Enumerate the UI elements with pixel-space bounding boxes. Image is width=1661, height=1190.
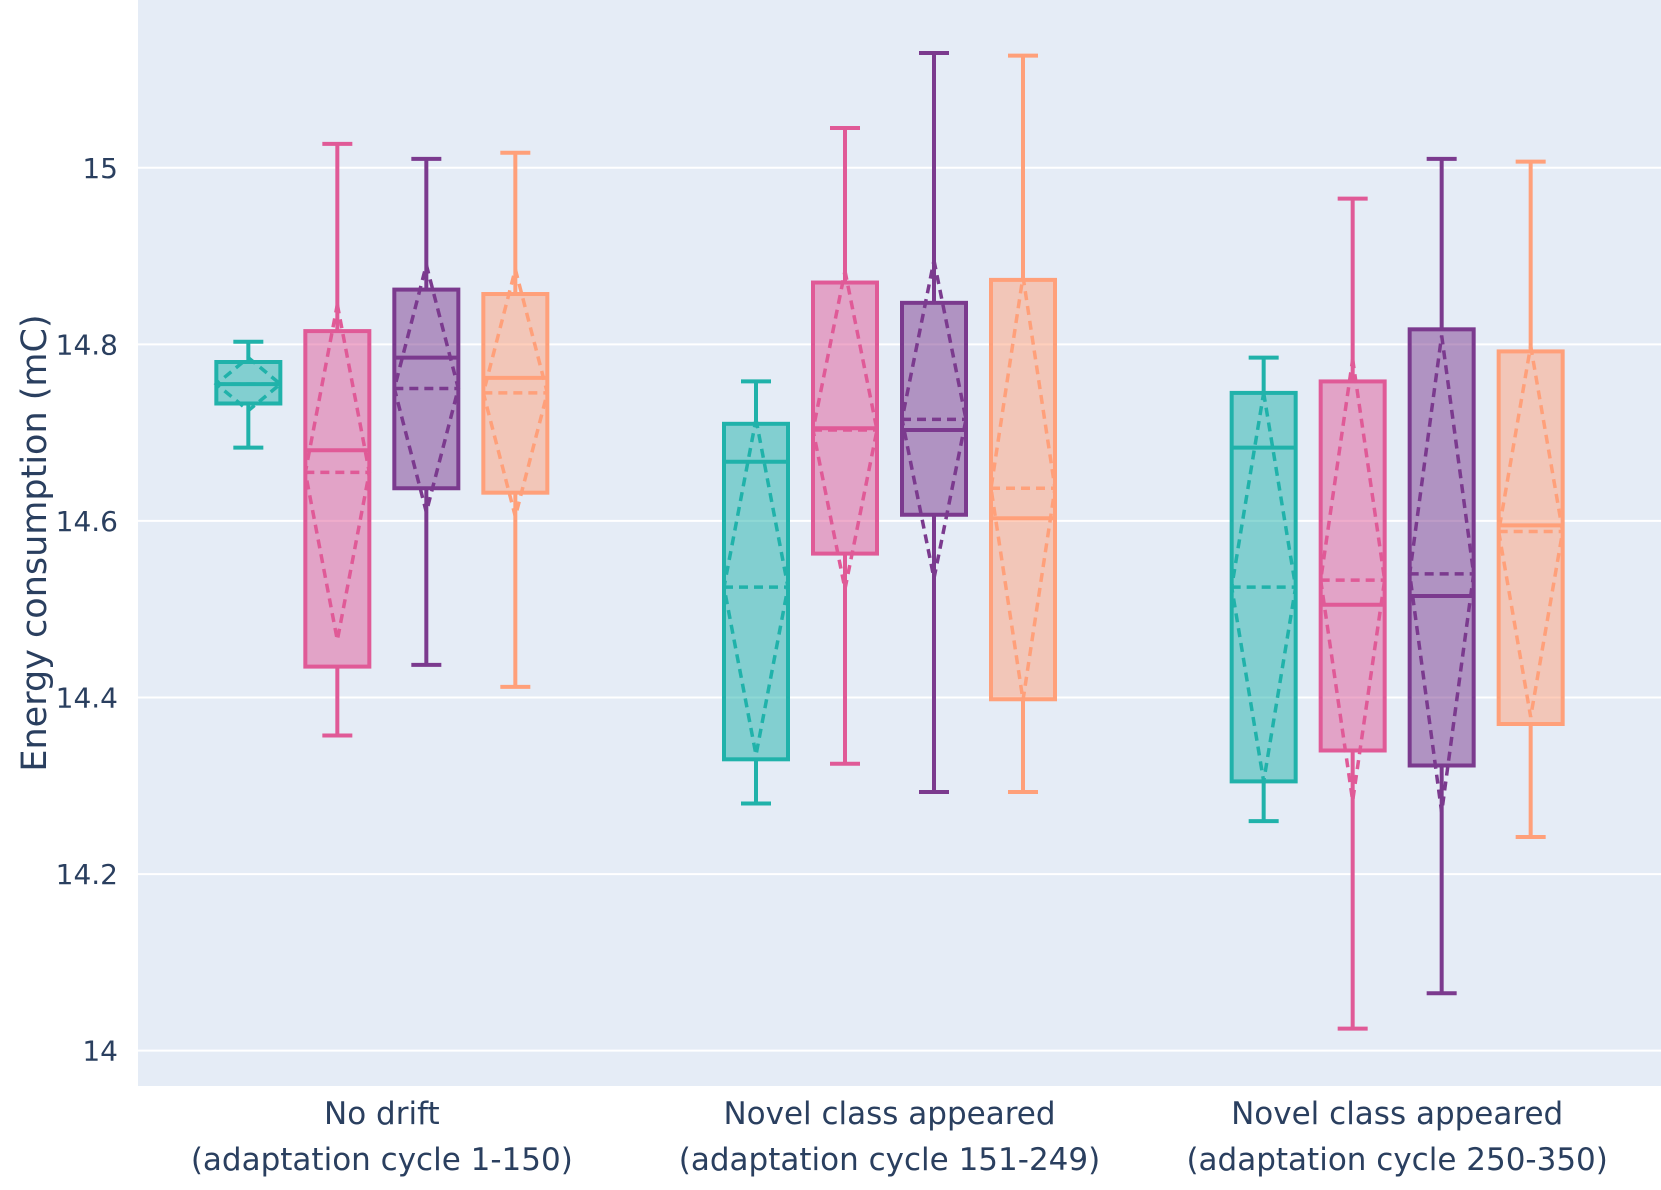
iqr-box: [900, 300, 968, 517]
box-series-3-category-0[interactable]: [481, 150, 550, 689]
box-series-1-category-0[interactable]: [303, 141, 372, 738]
sd-diamond: [1229, 392, 1298, 782]
y-tick-label: 14.8: [56, 328, 118, 361]
sd-diamond: [303, 304, 372, 641]
y-tick-label: 14: [82, 1035, 118, 1068]
box-series-3-category-1[interactable]: [989, 53, 1057, 794]
sd-diamond: [481, 262, 550, 524]
box-series-0-category-0[interactable]: [213, 339, 284, 450]
box-series-1-category-2[interactable]: [1318, 196, 1387, 1031]
x-category-label-line2: (adaptation cycle 1-150): [191, 1142, 573, 1178]
y-tick-label: 14.6: [56, 505, 118, 538]
box-series-1-category-1[interactable]: [811, 126, 879, 766]
sd-diamond: [392, 257, 461, 520]
box-series-2-category-0[interactable]: [392, 156, 461, 667]
sd-diamond: [811, 270, 879, 590]
iqr-box: [1496, 349, 1565, 726]
x-category-label-line2: (adaptation cycle 151-249): [679, 1142, 1100, 1178]
iqr-box: [722, 421, 790, 762]
box-series-3-category-2[interactable]: [1496, 159, 1565, 840]
x-category-label-line1: Novel class appeared: [1231, 1096, 1563, 1132]
y-tick-label: 14.4: [56, 682, 118, 715]
sd-diamond: [989, 276, 1057, 701]
x-category-label-line2: (adaptation cycle 250-350): [1186, 1142, 1607, 1178]
x-axis-categories: No drift (adaptation cycle 1-150) Novel cl…: [191, 1096, 1608, 1178]
y-axis-ticks: 14 14.2 14.4 14.6 14.8 15: [56, 152, 118, 1068]
plot-background: [138, 0, 1661, 1086]
box-series-0-category-2[interactable]: [1229, 355, 1298, 824]
sd-diamond: [1496, 345, 1565, 718]
y-axis-title: Energy consumption (mC): [15, 314, 55, 771]
y-tick-label: 14.2: [56, 858, 118, 891]
sd-diamond: [722, 419, 790, 756]
box-series: [213, 50, 1565, 1031]
iqr-box: [811, 280, 879, 556]
y-tick-label: 15: [82, 152, 118, 185]
sd-diamond: [213, 355, 284, 413]
sd-diamond: [1407, 335, 1476, 813]
iqr-box: [303, 329, 372, 669]
y-gridlines: [138, 166, 1661, 1052]
x-category-label-line1: No drift: [324, 1096, 440, 1132]
x-category-label-line1: Novel class appeared: [723, 1096, 1055, 1132]
sd-diamond: [900, 260, 968, 579]
iqr-box: [1318, 379, 1387, 753]
box-series-2-category-2[interactable]: [1407, 156, 1476, 996]
box-series-0-category-1[interactable]: [722, 379, 790, 806]
sd-diamond: [1318, 359, 1387, 802]
box-series-2-category-1[interactable]: [900, 50, 968, 794]
iqr-box: [1407, 327, 1476, 768]
